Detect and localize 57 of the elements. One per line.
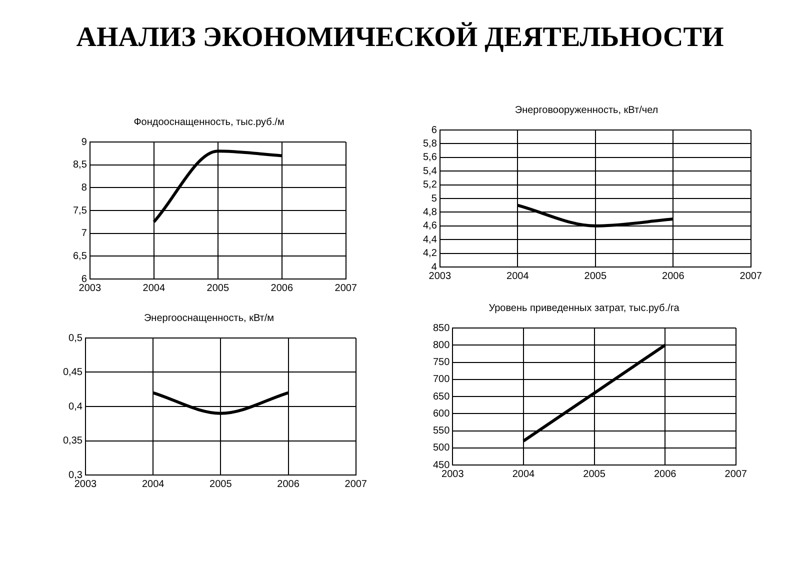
y-tick-label: 6 [81,274,88,285]
y-tick-label: 650 [432,391,450,402]
y-tick-label: 7,5 [72,205,88,216]
y-tick-label: 850 [432,322,450,334]
chart-title: Энергооснащенность, кВт/м [144,312,274,324]
x-tick-label: 2007 [344,478,368,490]
y-tick-label: 4 [431,262,438,273]
y-tick-label: 4,6 [422,220,438,232]
text: АНАЛИЗ ЭКОНОМИЧЕСКОЙ ДЕЯТЕЛЬНОСТИ [75,22,725,54]
x-tick-label: 2007 [334,282,358,294]
x-tick-label: 2005 [206,282,230,294]
y-tick-label: 8,5 [72,160,88,171]
chart-title: Фондооснащенность, тыс.руб./м [134,116,284,128]
x-tick-label: 2004 [142,282,166,294]
x-tick-label: 2006 [270,282,294,294]
y-tick-label: 6,5 [72,250,88,262]
x-tick-label: 2005 [583,468,606,480]
y-tick-label: 0,3 [68,470,83,481]
y-tick-label: 5,8 [422,138,438,150]
y-tick-label: 450 [432,460,450,471]
y-tick-label: 500 [432,442,450,454]
y-tick-label: 6 [431,124,438,136]
y-tick-label: 0,45 [62,367,83,378]
y-tick-label: 5,6 [422,152,438,164]
x-tick-label: 2003 [78,282,102,294]
y-tick-label: 8 [81,182,88,194]
x-tick-label: 2005 [584,270,607,282]
x-tick-label: 2003 [442,468,464,480]
x-tick-label: 2007 [740,270,762,282]
y-tick-label: 9 [81,136,88,148]
y-tick-label: 0,4 [68,401,83,412]
x-tick-label: 2004 [512,468,536,480]
y-tick-label: 5,4 [422,166,438,177]
x-tick-label: 2007 [724,468,748,480]
y-tick-label: 5 [431,193,438,204]
y-tick-label: 600 [432,408,450,420]
y-tick-label: 550 [432,426,450,436]
y-tick-label: 4,2 [422,248,438,260]
x-tick-label: 2006 [654,468,677,480]
x-tick-label: 2004 [142,478,165,490]
y-tick-label: 7 [81,228,88,240]
y-tick-label: 5,2 [422,180,438,191]
chart-title: Уровень приведенных затрат, тыс.руб./га [488,302,680,314]
y-tick-label: 0,5 [68,332,83,344]
y-tick-label: 750 [432,357,450,368]
x-tick-label: 2006 [277,478,300,490]
y-tick-label: 0,35 [62,436,83,446]
y-tick-label: 4,4 [422,234,438,246]
x-tick-label: 2005 [210,478,232,490]
chart-title: Энерговооруженность, кВт/чел [514,104,658,116]
y-tick-label: 700 [432,374,450,386]
x-tick-label: 2004 [506,270,530,282]
x-tick-label: 2003 [428,270,452,282]
y-tick-label: 4,8 [422,206,438,218]
y-tick-label: 800 [432,340,450,351]
x-tick-label: 2003 [74,478,98,490]
x-tick-label: 2006 [662,270,685,282]
